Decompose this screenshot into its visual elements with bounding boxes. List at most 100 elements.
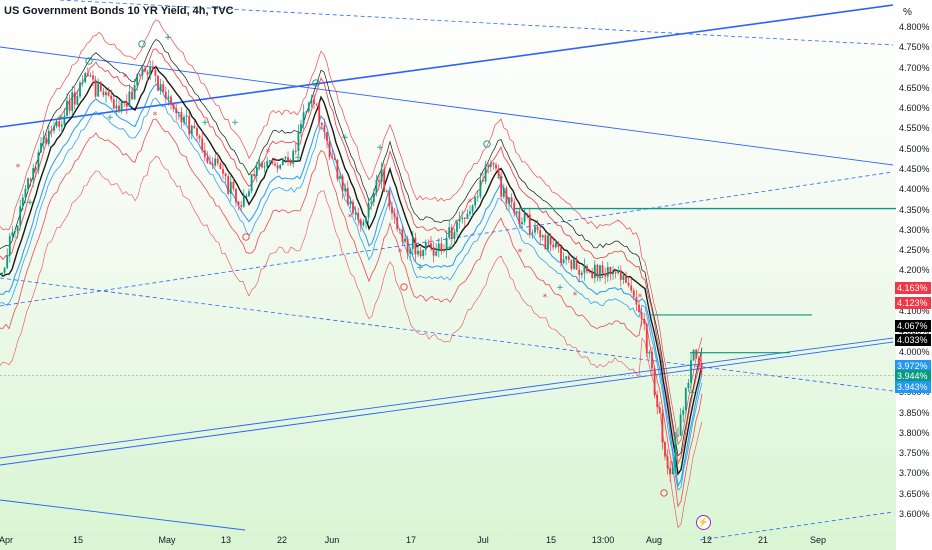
candle-body xyxy=(508,197,510,204)
candle-body xyxy=(167,96,170,99)
candle-body xyxy=(315,103,318,105)
candle-body xyxy=(461,217,464,220)
indicator-line xyxy=(0,82,703,488)
candle-body xyxy=(372,192,375,202)
candle-body xyxy=(544,235,547,250)
candle-body xyxy=(580,272,583,275)
candle-body xyxy=(359,219,362,226)
candle-body xyxy=(656,394,659,408)
trend-line xyxy=(0,337,894,459)
candle-body xyxy=(385,190,388,192)
candle-body xyxy=(627,282,630,286)
candle-body xyxy=(682,410,685,415)
candle-body xyxy=(700,364,703,374)
candle-body xyxy=(279,164,282,169)
candle-body xyxy=(513,202,516,214)
candle-body xyxy=(518,211,521,224)
signal-cross: + xyxy=(164,33,172,43)
signal-cross: + xyxy=(26,198,34,208)
candle-body xyxy=(255,166,258,176)
signal-circle xyxy=(85,57,93,65)
candle-body xyxy=(131,91,133,100)
candle-body xyxy=(73,92,76,105)
candle-body xyxy=(365,217,367,222)
price-tag: 4.067% xyxy=(895,320,931,332)
y-tick-label: 4.650% xyxy=(899,82,930,93)
signal-cross: * xyxy=(16,163,21,173)
lightning-icon[interactable]: ⚡ xyxy=(696,515,711,530)
y-tick-label: 4.300% xyxy=(899,224,930,235)
y-tick-label: 4.800% xyxy=(899,22,930,32)
candle-body xyxy=(653,368,656,395)
candle-body xyxy=(37,152,40,171)
candle-body xyxy=(601,265,604,274)
candle-body xyxy=(99,82,102,92)
candle-body xyxy=(695,349,698,359)
trend-line xyxy=(0,277,894,392)
candle-body xyxy=(328,141,331,158)
candle-body xyxy=(170,96,172,104)
candle-body xyxy=(185,115,188,117)
candle-body xyxy=(471,205,474,212)
candle-body xyxy=(380,168,383,182)
candle-body xyxy=(393,213,396,217)
candle-body xyxy=(261,162,263,168)
candle-body xyxy=(378,180,380,182)
candle-body xyxy=(489,163,492,167)
candle-body xyxy=(573,258,575,269)
candle-body xyxy=(575,258,578,270)
candle-body xyxy=(539,230,542,238)
signal-cross: * xyxy=(573,291,578,301)
signal-cross: + xyxy=(556,283,564,293)
candle-body xyxy=(388,190,391,207)
candle-body xyxy=(690,360,692,383)
candle-body xyxy=(242,196,245,207)
candle-body xyxy=(375,180,378,193)
candle-body xyxy=(68,100,71,111)
y-tick-label: 4.000% xyxy=(899,346,930,357)
candle-body xyxy=(562,259,565,263)
candle-body xyxy=(604,273,607,277)
candle-body xyxy=(565,256,568,260)
signal-cross: * xyxy=(266,148,271,158)
candle-body xyxy=(619,270,622,280)
candle-body xyxy=(502,187,505,197)
candle-body xyxy=(253,174,256,176)
candle-body xyxy=(300,123,302,132)
price-scale[interactable] xyxy=(896,0,932,550)
candle-body xyxy=(107,92,110,96)
candle-body xyxy=(396,216,399,230)
candle-body xyxy=(128,91,131,107)
x-tick-label: 15 xyxy=(72,535,84,545)
candle-body xyxy=(151,66,154,71)
signal-cross: * xyxy=(73,93,78,103)
candle-body xyxy=(240,205,243,207)
candle-body xyxy=(136,74,139,86)
candle-body xyxy=(118,105,120,112)
candle-body xyxy=(115,105,118,109)
candle-body xyxy=(671,467,674,475)
candle-body xyxy=(651,351,653,369)
candle-body xyxy=(8,235,11,256)
candles xyxy=(1,60,703,482)
candle-body xyxy=(63,115,66,125)
signal-cross: * xyxy=(348,213,353,223)
candle-body xyxy=(383,168,386,192)
candle-body xyxy=(487,165,490,167)
trend-line xyxy=(0,46,894,166)
candle-body xyxy=(27,178,29,189)
candle-body xyxy=(391,206,393,214)
candle-body xyxy=(495,164,497,169)
candle-body xyxy=(469,211,471,214)
candle-body xyxy=(45,137,48,145)
candle-body xyxy=(510,197,513,203)
x-tick-label: Apr xyxy=(0,535,14,545)
candle-body xyxy=(157,75,159,91)
candle-body xyxy=(370,201,373,203)
candle-body xyxy=(578,269,581,275)
candle-body xyxy=(409,248,412,254)
candle-body xyxy=(424,242,427,250)
candle-body xyxy=(55,121,58,127)
candle-body xyxy=(599,265,601,277)
